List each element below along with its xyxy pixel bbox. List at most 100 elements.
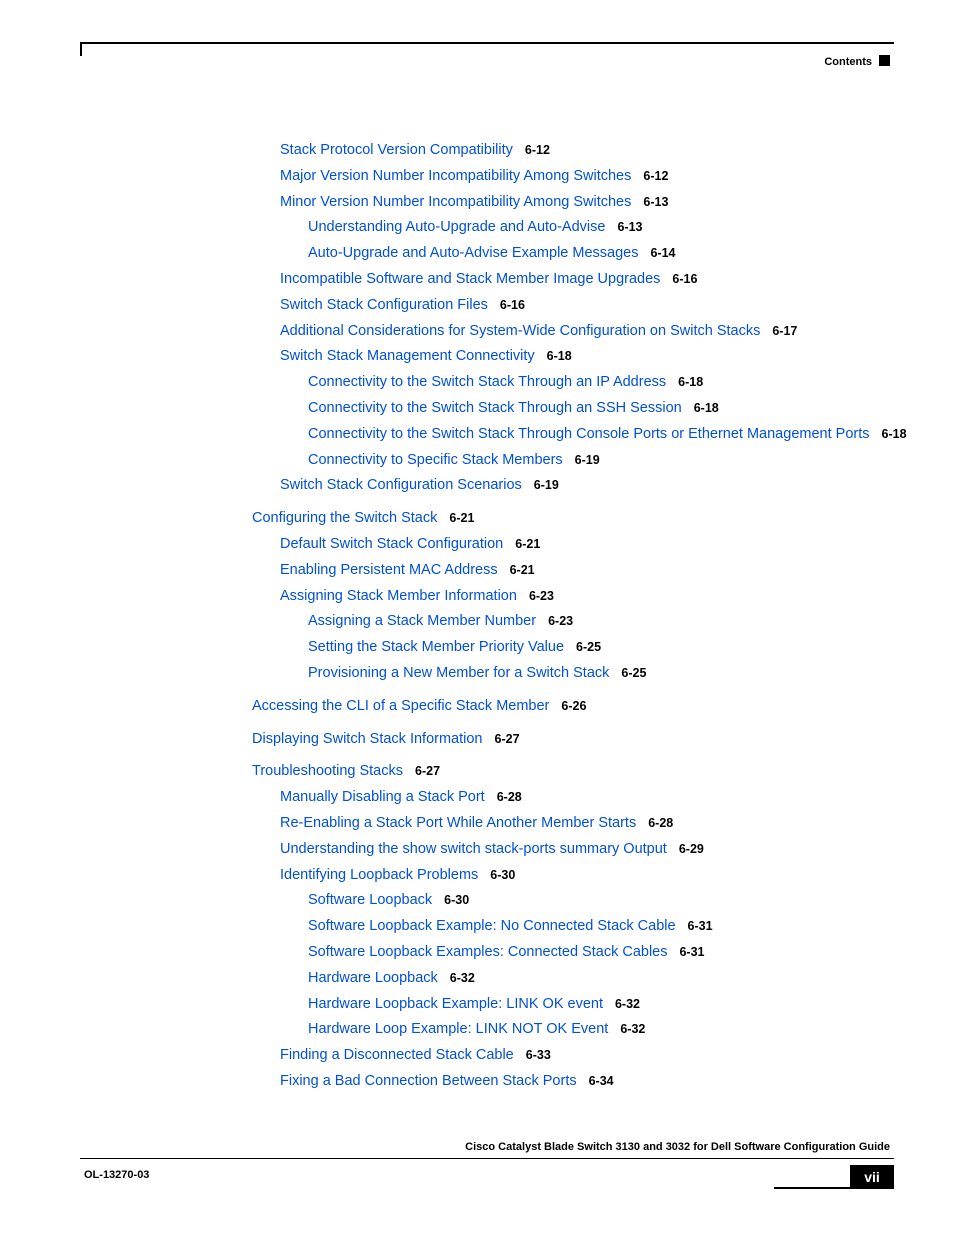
toc-content: Stack Protocol Version Compatibility 6-12… [252, 138, 894, 1095]
toc-link[interactable]: Displaying Switch Stack Information [252, 731, 483, 747]
toc-link[interactable]: Configuring the Switch Stack [252, 510, 437, 526]
toc-page: 6-21 [449, 511, 474, 525]
toc-link[interactable]: Switch Stack Management Connectivity [280, 348, 535, 364]
toc-row: Hardware Loopback 6-32 [252, 966, 894, 992]
toc-page: 6-23 [529, 589, 554, 603]
toc-row: Minor Version Number Incompatibility Amo… [252, 190, 894, 216]
footer-doc-number: OL-13270-03 [84, 1169, 149, 1181]
toc-page: 6-25 [576, 640, 601, 654]
toc-link[interactable]: Identifying Loopback Problems [280, 867, 478, 883]
toc-link[interactable]: Accessing the CLI of a Specific Stack Me… [252, 698, 549, 714]
toc-link[interactable]: Assigning Stack Member Information [280, 588, 517, 604]
toc-link[interactable]: Enabling Persistent MAC Address [280, 562, 498, 578]
toc-row: Incompatible Software and Stack Member I… [252, 267, 894, 293]
toc-link[interactable]: Connectivity to Specific Stack Members [308, 452, 563, 468]
toc-row: Auto-Upgrade and Auto-Advise Example Mes… [252, 241, 894, 267]
toc-page: 6-23 [548, 614, 573, 628]
toc-link[interactable]: Manually Disabling a Stack Port [280, 789, 485, 805]
toc-page: 6-18 [882, 427, 907, 441]
page-number: vii [850, 1165, 894, 1189]
toc-row: Re-Enabling a Stack Port While Another M… [252, 811, 894, 837]
toc-link[interactable]: Switch Stack Configuration Files [280, 297, 488, 313]
toc-row: Enabling Persistent MAC Address6-21 [252, 558, 894, 584]
toc-page: 6-32 [450, 971, 475, 985]
toc-link[interactable]: Stack Protocol Version Compatibility [280, 142, 513, 158]
page-frame: Contents Stack Protocol Version Compatib… [80, 42, 894, 1195]
toc-row: Identifying Loopback Problems 6-30 [252, 863, 894, 889]
toc-link[interactable]: Software Loopback [308, 892, 432, 908]
toc-page: 6-19 [575, 453, 600, 467]
toc-row: Connectivity to the Switch Stack Through… [252, 396, 894, 422]
toc-page: 6-30 [490, 868, 515, 882]
toc-row: Connectivity to the Switch Stack Through… [252, 370, 894, 396]
toc-page: 6-28 [497, 790, 522, 804]
toc-page: 6-26 [561, 699, 586, 713]
toc-link[interactable]: Provisioning a New Member for a Switch S… [308, 665, 609, 681]
left-tick [80, 42, 82, 56]
toc-page: 6-31 [688, 919, 713, 933]
toc-page: 6-33 [526, 1048, 551, 1062]
toc-row: Additional Considerations for System-Wid… [252, 319, 894, 345]
toc-row: Connectivity to Specific Stack Members 6-… [252, 448, 894, 474]
toc-row: Switch Stack Configuration Files6-16 [252, 293, 894, 319]
toc-link[interactable]: Troubleshooting Stacks [252, 763, 403, 779]
toc-page: 6-18 [694, 401, 719, 415]
toc-link[interactable]: Switch Stack Configuration Scenarios [280, 477, 522, 493]
toc-row: Assigning Stack Member Information 6-23 [252, 584, 894, 610]
toc-page: 6-18 [547, 349, 572, 363]
toc-page: 6-17 [772, 324, 797, 338]
toc-row: Software Loopback Example: No Connected … [252, 914, 894, 940]
toc-link[interactable]: Connectivity to the Switch Stack Through… [308, 400, 682, 416]
toc-row: Hardware Loopback Example: LINK OK event… [252, 992, 894, 1018]
toc-row: Configuring the Switch Stack 6-21 [252, 506, 894, 532]
toc-link[interactable]: Connectivity to the Switch Stack Through… [308, 426, 870, 442]
toc-row: Manually Disabling a Stack Port 6-28 [252, 785, 894, 811]
toc-link[interactable]: Understanding Auto-Upgrade and Auto-Advi… [308, 219, 605, 235]
toc-row: Default Switch Stack Configuration6-21 [252, 532, 894, 558]
toc-link[interactable]: Fixing a Bad Connection Between Stack Po… [280, 1073, 577, 1089]
toc-link[interactable]: Hardware Loopback [308, 970, 438, 986]
toc-page: 6-13 [643, 195, 668, 209]
toc-link[interactable]: Hardware Loopback Example: LINK OK event [308, 996, 603, 1012]
toc-link[interactable]: Hardware Loop Example: LINK NOT OK Event [308, 1021, 608, 1037]
toc-row: Stack Protocol Version Compatibility 6-12 [252, 138, 894, 164]
toc-link[interactable]: Auto-Upgrade and Auto-Advise Example Mes… [308, 245, 638, 261]
toc-row: Understanding the show switch stack-port… [252, 837, 894, 863]
toc-page: 6-28 [648, 816, 673, 830]
toc-row: Connectivity to the Switch Stack Through… [252, 422, 894, 448]
toc-page: 6-14 [650, 246, 675, 260]
toc-row: Assigning a Stack Member Number 6-23 [252, 609, 894, 635]
toc-link[interactable]: Connectivity to the Switch Stack Through… [308, 374, 666, 390]
toc-page: 6-19 [534, 478, 559, 492]
footer-title: Cisco Catalyst Blade Switch 3130 and 303… [465, 1141, 890, 1153]
toc-row: Switch Stack Management Connectivity 6-18 [252, 344, 894, 370]
toc-link[interactable]: Additional Considerations for System-Wid… [280, 323, 760, 339]
toc-row: Major Version Number Incompatibility Amo… [252, 164, 894, 190]
toc-row: Software Loopback6-30 [252, 888, 894, 914]
toc-page: 6-16 [672, 272, 697, 286]
toc-row: Displaying Switch Stack Information 6-27 [252, 727, 894, 753]
toc-page: 6-12 [525, 143, 550, 157]
toc-page: 6-27 [495, 732, 520, 746]
toc-link[interactable]: Finding a Disconnected Stack Cable [280, 1047, 514, 1063]
toc-page: 6-31 [679, 945, 704, 959]
toc-link[interactable]: Re-Enabling a Stack Port While Another M… [280, 815, 636, 831]
toc-link[interactable]: Understanding the show switch stack-port… [280, 841, 667, 857]
toc-link[interactable]: Major Version Number Incompatibility Amo… [280, 168, 631, 184]
toc-page: 6-32 [620, 1022, 645, 1036]
toc-link[interactable]: Incompatible Software and Stack Member I… [280, 271, 660, 287]
toc-link[interactable]: Default Switch Stack Configuration [280, 536, 503, 552]
toc-link[interactable]: Minor Version Number Incompatibility Amo… [280, 194, 631, 210]
toc-link[interactable]: Software Loopback Example: No Connected … [308, 918, 676, 934]
toc-page: 6-32 [615, 997, 640, 1011]
toc-page: 6-12 [643, 169, 668, 183]
toc-row: Fixing a Bad Connection Between Stack Po… [252, 1069, 894, 1095]
top-rule [80, 42, 894, 44]
toc-link[interactable]: Software Loopback Examples: Connected St… [308, 944, 667, 960]
toc-row: Accessing the CLI of a Specific Stack Me… [252, 694, 894, 720]
toc-link[interactable]: Assigning a Stack Member Number [308, 613, 536, 629]
toc-link[interactable]: Setting the Stack Member Priority Value [308, 639, 564, 655]
toc-row: Software Loopback Examples: Connected St… [252, 940, 894, 966]
toc-row: Provisioning a New Member for a Switch S… [252, 661, 894, 687]
toc-row: Setting the Stack Member Priority Value 6… [252, 635, 894, 661]
